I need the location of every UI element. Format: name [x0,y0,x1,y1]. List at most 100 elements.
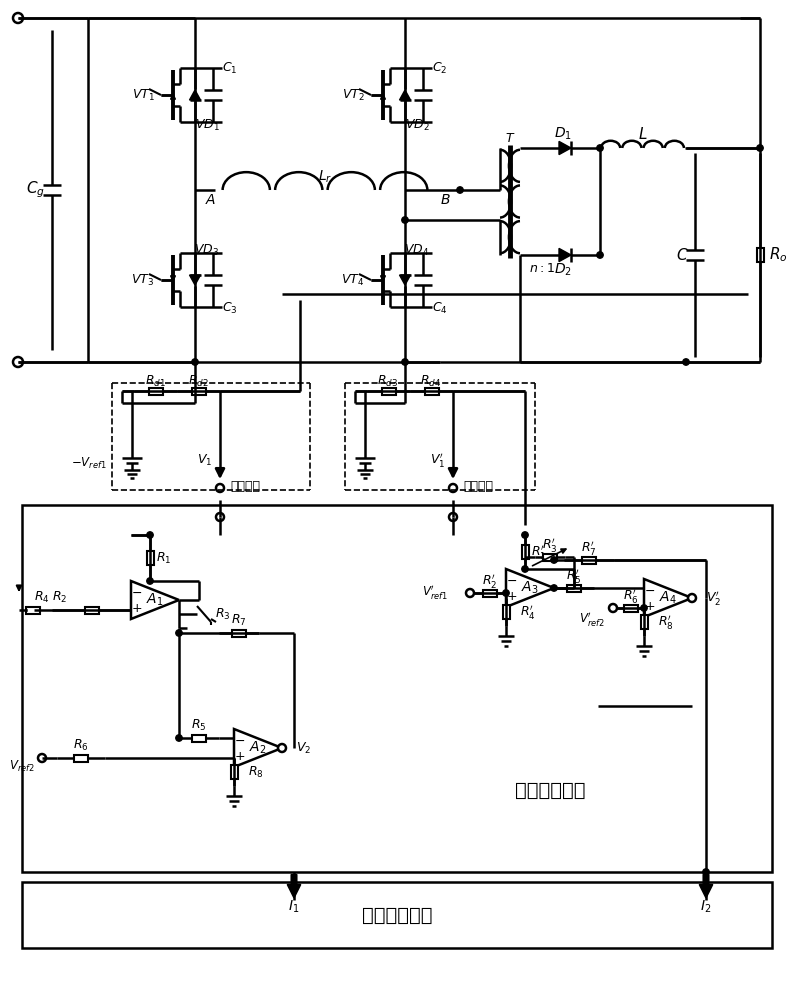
Circle shape [13,357,23,367]
Bar [483,589,497,596]
Circle shape [457,187,463,193]
Bar [623,604,638,611]
Text: $V_1$: $V_1$ [197,452,212,468]
Circle shape [216,513,224,521]
Bar [425,387,438,394]
Bar [22,505,772,872]
Circle shape [175,630,182,636]
Bar [641,615,647,629]
Text: $R_1$: $R_1$ [156,550,172,566]
Text: $T$: $T$ [505,131,515,144]
Polygon shape [190,275,201,285]
Circle shape [688,594,696,602]
Circle shape [641,605,647,611]
Text: $R_{d3}$: $R_{d3}$ [377,373,399,389]
Text: $V_{ref1}'$: $V_{ref1}'$ [422,584,448,602]
Text: $R_{d1}$: $R_{d1}$ [145,373,165,389]
Bar [230,765,237,779]
Text: $I_1$: $I_1$ [288,899,299,915]
Circle shape [449,513,457,521]
Bar [191,387,206,394]
Text: $C_4$: $C_4$ [432,300,448,316]
Text: $+$: $+$ [507,589,518,602]
Bar [192,734,206,742]
Bar [147,551,153,565]
Text: $A_3$: $A_3$ [521,580,539,596]
Text: $-$: $-$ [645,584,656,596]
Text: $R_8'$: $R_8'$ [658,613,673,631]
Text: $R_5'$: $R_5'$ [566,567,582,585]
Circle shape [551,585,557,591]
Text: $n{:}1$: $n{:}1$ [529,262,555,275]
Bar [503,605,510,619]
Polygon shape [506,569,554,607]
Text: $A_1$: $A_1$ [146,592,164,608]
Text: $+$: $+$ [645,599,656,612]
Text: $VD_2$: $VD_2$ [405,117,430,133]
Text: $R_7'$: $R_7'$ [581,539,597,557]
Polygon shape [399,90,410,100]
Text: $-$: $-$ [234,734,245,746]
Circle shape [551,557,557,563]
Circle shape [522,566,528,572]
Circle shape [522,532,528,538]
Text: $R_4$: $R_4$ [34,589,50,605]
Circle shape [703,869,709,875]
Text: $D_2$: $D_2$ [554,262,572,278]
Circle shape [683,359,689,365]
Polygon shape [559,141,571,155]
Circle shape [757,145,763,151]
Text: $-$: $-$ [507,574,518,586]
Text: $VD_1$: $VD_1$ [195,117,219,133]
Circle shape [147,578,153,584]
Text: $D_1$: $D_1$ [554,126,572,142]
Text: $B$: $B$ [440,193,451,207]
Text: $VT_4$: $VT_4$ [341,272,364,288]
Text: $L_r$: $L_r$ [318,169,332,185]
Circle shape [147,532,153,538]
Text: $R_5$: $R_5$ [191,717,206,733]
Text: $VT_1$: $VT_1$ [132,87,155,103]
Text: $R_8$: $R_8$ [248,764,264,780]
Bar [757,248,764,262]
Bar [22,882,772,948]
Text: $-$: $-$ [132,585,143,598]
Text: $C_g$: $C_g$ [25,180,44,200]
Text: $+$: $+$ [131,601,143,614]
Circle shape [13,13,23,23]
Polygon shape [190,90,201,100]
Bar [582,556,596,564]
Text: $R_4'$: $R_4'$ [520,603,536,621]
Circle shape [609,604,617,612]
Bar [148,387,163,394]
Text: $C_1$: $C_1$ [222,60,237,76]
Text: 采样存储部分: 采样存储部分 [362,906,432,924]
Polygon shape [559,248,571,262]
Bar [543,554,557,560]
Text: $A_4$: $A_4$ [659,590,677,606]
Text: $I_2$: $I_2$ [700,899,711,915]
Circle shape [38,754,46,762]
Text: $C_2$: $C_2$ [432,60,448,76]
Text: $V_2$: $V_2$ [296,740,311,756]
Circle shape [466,589,474,597]
Circle shape [597,252,603,258]
Circle shape [503,590,509,596]
Text: $VT_3$: $VT_3$ [132,272,155,288]
Text: $R_3$: $R_3$ [215,606,230,622]
Text: $C_3$: $C_3$ [222,300,237,316]
Text: $R_o$: $R_o$ [769,246,788,264]
Polygon shape [131,581,179,619]
Text: $R_7$: $R_7$ [231,612,247,628]
Bar [84,606,98,613]
Text: $+$: $+$ [234,750,245,762]
Circle shape [192,359,198,365]
Text: $-V_{ref1}$: $-V_{ref1}$ [71,455,107,471]
Text: $R_{d2}$: $R_{d2}$ [187,373,208,389]
Text: 电平转换电路: 电平转换电路 [515,780,585,800]
Text: 分压采样: 分压采样 [463,480,493,492]
Circle shape [449,484,457,492]
Circle shape [402,217,408,223]
Polygon shape [644,579,692,617]
Text: $A$: $A$ [205,193,216,207]
